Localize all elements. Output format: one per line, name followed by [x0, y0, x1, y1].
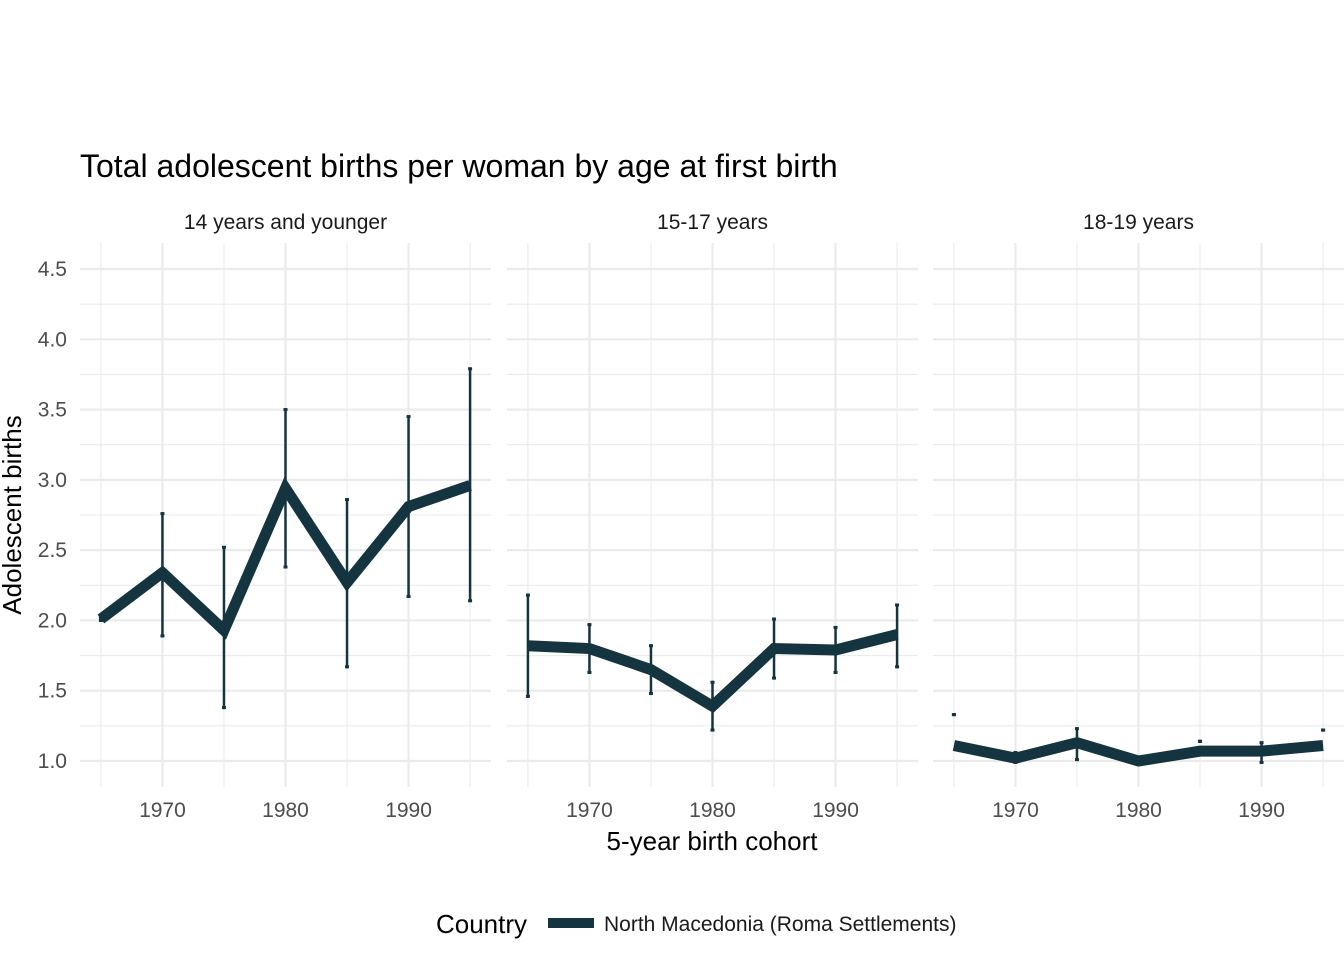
y-tick-label: 3.0 [38, 469, 67, 492]
legend-key [548, 918, 594, 928]
y-axis-label: Adolescent births [0, 415, 27, 614]
y-tick-label: 4.5 [38, 258, 67, 281]
x-tick-label: 1970 [139, 799, 186, 822]
x-tick-label: 1970 [992, 799, 1039, 822]
panel-2: 15-17 years 1970 1980 1990 [507, 211, 918, 822]
y-tick-label: 1.5 [38, 680, 67, 703]
panel-strip-label: 15-17 years [657, 211, 768, 234]
series-line [527, 629, 899, 714]
y-tick-label: 1.0 [38, 750, 67, 773]
y-tick-label: 2.0 [38, 609, 67, 632]
panel-strip-label: 14 years and younger [184, 211, 387, 234]
chart-title: Total adolescent births per woman by age… [80, 148, 838, 184]
y-tick-label: 4.0 [38, 328, 67, 351]
x-tick-label: 1990 [1238, 799, 1285, 822]
x-tick-label: 1980 [689, 799, 736, 822]
x-tick-label: 1990 [385, 799, 432, 822]
series-line [952, 737, 1324, 767]
legend-entry: North Macedonia (Roma Settlements) [604, 913, 956, 936]
x-tick-label: 1990 [812, 799, 859, 822]
series-line [97, 476, 472, 640]
x-tick-label: 1980 [1115, 799, 1162, 822]
panel-3: 18-19 years 1970 1980 1990 [933, 211, 1344, 822]
y-tick-label: 2.5 [38, 539, 67, 562]
x-tick-label: 1980 [262, 799, 309, 822]
x-tick-label: 1970 [566, 799, 613, 822]
y-tick-label: 3.5 [38, 399, 67, 422]
panel-1: 14 years and younger 1970 1980 1990 [80, 211, 491, 822]
legend-title: Country [436, 909, 527, 939]
panel-strip-label: 18-19 years [1083, 211, 1194, 234]
legend: Country North Macedonia (Roma Settlement… [436, 909, 957, 939]
x-axis-label: 5-year birth cohort [607, 826, 819, 856]
